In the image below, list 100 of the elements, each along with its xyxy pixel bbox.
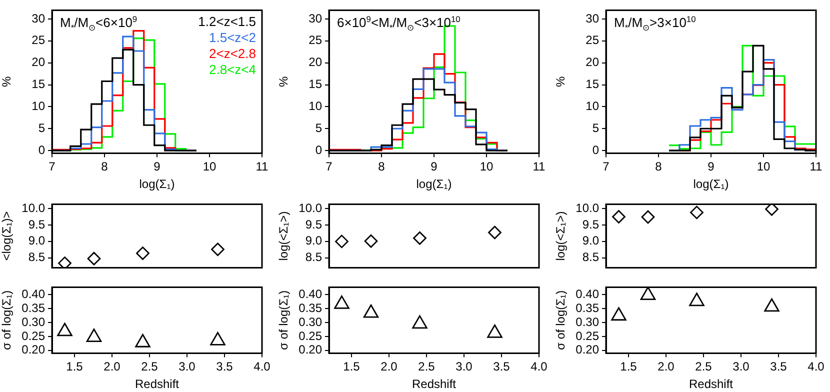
x-tick-label: 1.5 (66, 360, 84, 374)
x-tick-label: 4.0 (808, 360, 825, 374)
y-axis-title: log(<Σ₁>) (554, 211, 568, 261)
x-tick-label: 2.5 (141, 360, 158, 374)
point (334, 295, 350, 309)
point (641, 210, 655, 224)
y-tick-label: 10.0 (298, 200, 322, 215)
text: 2<z<2.8 (209, 46, 256, 62)
y-tick-label: 0.20 (576, 342, 600, 357)
x-tick-label: 9 (430, 160, 438, 174)
y-tick-label: 9.5 (582, 217, 600, 232)
x-axis-title: Redshift (412, 377, 457, 392)
y-axis-title: % (0, 76, 14, 88)
y-axis-title: σ of log(Σ₁) (554, 290, 568, 350)
x-tick-label: 4.0 (530, 360, 548, 374)
y-tick-label: 0 (38, 142, 46, 157)
y-tick-label: 0.35 (22, 300, 46, 315)
y-tick-label: 9.5 (305, 217, 322, 232)
point (764, 298, 780, 312)
x-axis-title: Redshift (688, 377, 734, 392)
x-tick-label: 8 (101, 160, 108, 174)
x-tick-label: 11 (810, 160, 823, 174)
y-axis-title: σ of log(Σ₁) (276, 290, 291, 350)
y-tick-label: 0.20 (22, 342, 46, 357)
point (364, 234, 378, 248)
y-tick-label: 10 (308, 99, 322, 114)
x-tick-label: 9 (708, 160, 715, 174)
point (765, 204, 778, 216)
y-tick-label: 8.5 (305, 250, 322, 264)
point (689, 292, 704, 306)
y-tick-label: 15 (32, 77, 46, 92)
x-tick-label: 2.5 (695, 360, 712, 374)
x-tick-label: 11 (532, 160, 546, 174)
point (612, 210, 626, 224)
x-tick-label: 3.0 (732, 360, 750, 374)
text: 2.8<z<4 (209, 62, 256, 78)
y-tick-label: 15 (308, 77, 322, 92)
y-tick-label: 0.35 (298, 300, 322, 315)
y-tick-label: 25 (308, 33, 322, 48)
y-tick-label: 20 (32, 55, 46, 70)
point (487, 324, 502, 338)
x-tick-label: 2.0 (104, 360, 121, 374)
y-tick-label: 20 (586, 55, 600, 70)
y-tick-label: 9.0 (305, 234, 322, 248)
y-axis-title: σ of log(Σ₁) (0, 290, 14, 350)
x-tick-label: 7 (48, 160, 56, 174)
y-tick-label: 10 (586, 99, 600, 114)
point (86, 328, 102, 342)
y-axis-title: log(<Σ₁>) (276, 211, 291, 261)
point (135, 334, 150, 348)
x-tick-label: 8 (378, 160, 386, 174)
x-tick-label: 7 (326, 160, 333, 174)
y-tick-label: 8.5 (28, 250, 46, 264)
x-tick-label: 3.5 (493, 360, 510, 374)
x-tick-label: 11 (256, 160, 269, 174)
y-tick-label: 30 (32, 11, 46, 26)
point (57, 322, 72, 336)
y-tick-label: 0.30 (298, 314, 322, 329)
y-tick-label: 0.40 (576, 287, 600, 302)
x-tick-label: 10 (756, 160, 770, 174)
x-axis-title: log(Σ₁) (693, 177, 729, 192)
x-tick-label: 7 (602, 160, 610, 174)
y-tick-label: 8.5 (582, 250, 600, 264)
y-tick-label: 0.25 (576, 328, 600, 343)
x-tick-label: 2.0 (658, 360, 675, 374)
x-tick-label: 10 (480, 160, 494, 174)
y-tick-label: 9.0 (28, 234, 46, 248)
x-axis-title: log(Σ₁) (139, 177, 175, 192)
x-tick-label: 1.5 (343, 360, 360, 374)
x-tick-label: 3.0 (456, 360, 473, 374)
x-tick-label: 8 (655, 160, 662, 174)
y-tick-label: 9.5 (28, 217, 46, 232)
x-tick-label: 2.5 (418, 360, 436, 374)
y-tick-label: 5 (315, 120, 322, 135)
point (335, 234, 348, 248)
y-tick-label: 25 (586, 33, 600, 48)
y-tick-label: 0 (315, 142, 322, 157)
x-axis-title: log(Σ₁) (416, 177, 452, 192)
x-tick-label: 1.5 (620, 360, 638, 374)
point (210, 332, 226, 346)
x-tick-label: 4.0 (254, 360, 271, 374)
x-tick-label: 3.5 (216, 360, 234, 374)
point (363, 304, 379, 318)
point (640, 287, 656, 300)
y-tick-label: 0.25 (22, 328, 46, 343)
y-axis-title: <log(Σ₁)> (0, 211, 14, 261)
y-tick-label: 0.20 (298, 342, 322, 357)
y-tick-label: 9.0 (582, 234, 600, 248)
y-tick-label: 10.0 (22, 200, 46, 215)
y-tick-label: 30 (586, 11, 600, 26)
y-tick-label: 0.25 (298, 328, 322, 343)
y-tick-label: 25 (32, 33, 46, 48)
y-tick-label: 10 (32, 99, 46, 114)
x-tick-label: 9 (154, 160, 161, 174)
text: 1.2<z<1.5 (198, 14, 256, 30)
y-tick-label: 0.35 (576, 300, 600, 315)
point (488, 226, 502, 240)
point (611, 307, 626, 321)
x-tick-label: 2.0 (380, 360, 398, 374)
x-tick-label: 3.0 (178, 360, 196, 374)
